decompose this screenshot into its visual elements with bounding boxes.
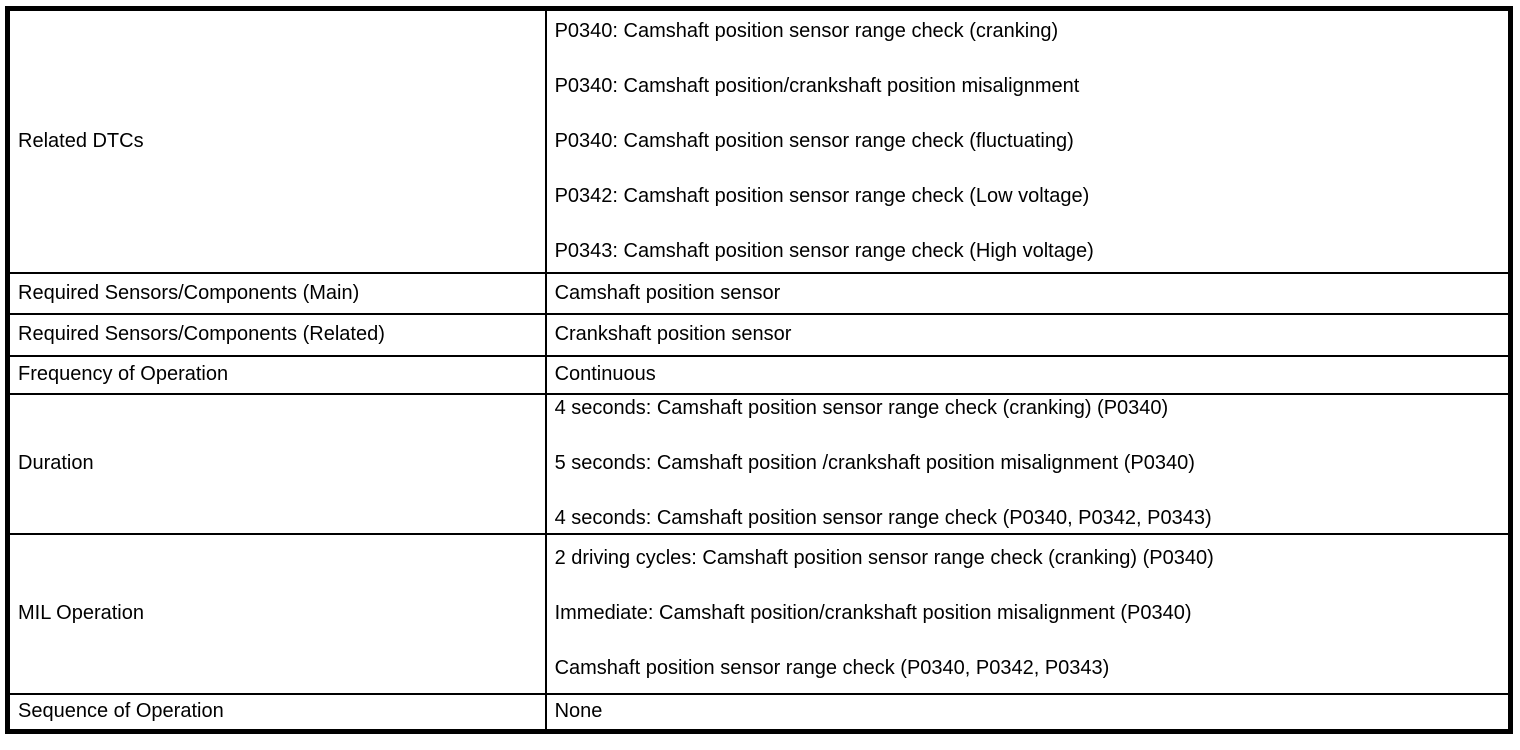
value-line: P0340: Camshaft position/crankshaft posi… (554, 74, 1080, 97)
value-line: 4 seconds: Camshaft position sensor rang… (554, 507, 1212, 529)
table-row-required-main: Required Sensors/Components (Main) Camsh… (6, 271, 1512, 315)
table-row-mil-operation: MIL Operation 2 driving cycles: Camshaft… (6, 532, 1512, 695)
row-label-text: Related DTCs (18, 129, 144, 152)
value-line: 2 driving cycles: Camshaft position sens… (554, 547, 1214, 569)
row-value-duration: 4 seconds: Camshaft position sensor rang… (544, 392, 1512, 535)
row-label-related-dtcs: Related DTCs (6, 7, 547, 274)
row-label-text: Duration (18, 452, 94, 474)
dtc-detection-logic-table: Related DTCs P0340: Camshaft position se… (5, 6, 1513, 734)
row-label-sequence: Sequence of Operation (6, 692, 547, 733)
row-value-required-main: Camshaft position sensor (544, 271, 1512, 315)
row-label-text: Sequence of Operation (18, 700, 224, 723)
row-value-frequency: Continuous (544, 354, 1512, 395)
row-value-related-dtcs: P0340: Camshaft position sensor range ch… (544, 7, 1512, 274)
row-label-text: Required Sensors/Components (Related) (18, 323, 385, 345)
value-line: Crankshaft position sensor (554, 323, 792, 345)
table-row-frequency: Frequency of Operation Continuous (6, 354, 1512, 395)
value-line: P0340: Camshaft position sensor range ch… (554, 129, 1074, 152)
row-value-mil-operation: 2 driving cycles: Camshaft position sens… (544, 532, 1512, 695)
row-label-text: Required Sensors/Components (Main) (18, 281, 360, 304)
row-value-required-related: Crankshaft position sensor (544, 312, 1512, 357)
value-line: P0342: Camshaft position sensor range ch… (554, 184, 1090, 207)
value-line: P0343: Camshaft position sensor range ch… (554, 239, 1094, 262)
row-value-sequence: None (544, 692, 1512, 733)
value-line: 5 seconds: Camshaft position /crankshaft… (554, 452, 1195, 474)
row-label-mil-operation: MIL Operation (6, 532, 547, 695)
row-label-duration: Duration (6, 392, 547, 535)
value-line: None (554, 700, 603, 723)
table-row-related-dtcs: Related DTCs P0340: Camshaft position se… (6, 7, 1512, 274)
row-label-frequency: Frequency of Operation (6, 354, 547, 395)
table-row-required-related: Required Sensors/Components (Related) Cr… (6, 312, 1512, 357)
value-line: P0340: Camshaft position sensor range ch… (554, 19, 1059, 42)
row-label-required-main: Required Sensors/Components (Main) (6, 271, 547, 315)
row-label-required-related: Required Sensors/Components (Related) (6, 312, 547, 357)
value-line: 4 seconds: Camshaft position sensor rang… (554, 397, 1169, 419)
value-line: Continuous (554, 363, 656, 385)
row-label-text: Frequency of Operation (18, 363, 229, 385)
table-row-duration: Duration 4 seconds: Camshaft position se… (6, 392, 1512, 535)
value-line: Camshaft position sensor range check (P0… (554, 657, 1110, 679)
value-line: Immediate: Camshaft position/crankshaft … (554, 602, 1192, 624)
value-line: Camshaft position sensor (554, 281, 781, 304)
row-label-text: MIL Operation (18, 602, 144, 624)
table-row-sequence: Sequence of Operation None (6, 692, 1512, 733)
